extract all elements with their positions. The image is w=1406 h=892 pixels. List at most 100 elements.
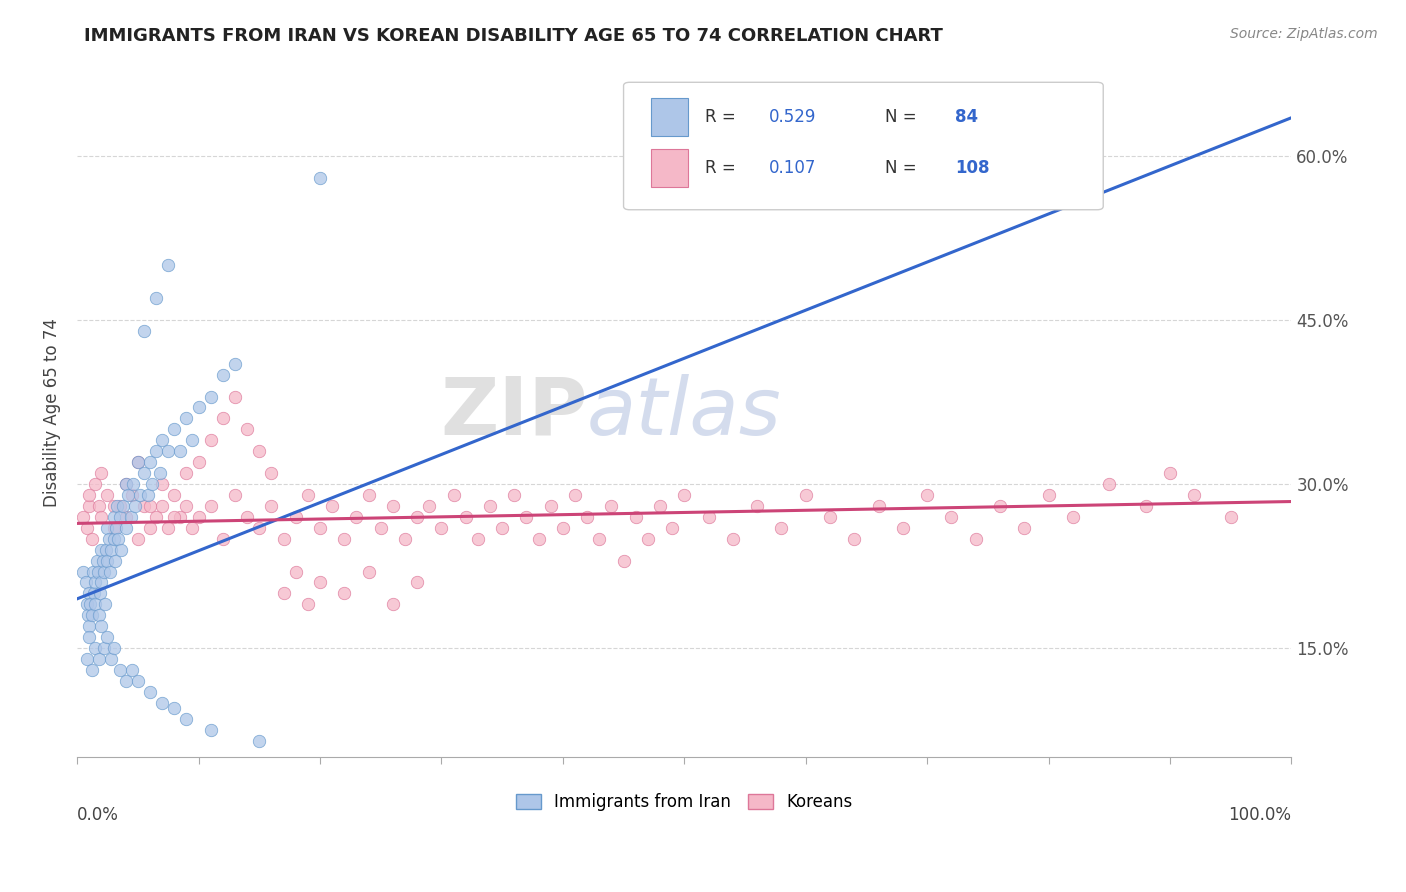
Point	[333, 532, 356, 546]
Point	[83, 586, 105, 600]
Point	[309, 575, 332, 590]
Point	[121, 663, 143, 677]
Point	[96, 542, 118, 557]
Text: 108: 108	[955, 160, 990, 178]
Y-axis label: Disability Age 65 to 74: Disability Age 65 to 74	[44, 318, 60, 508]
Text: N =: N =	[884, 108, 921, 126]
Point	[110, 542, 132, 557]
Point	[122, 477, 145, 491]
Point	[90, 619, 112, 633]
Point	[1038, 488, 1060, 502]
Point	[527, 532, 550, 546]
Point	[247, 734, 270, 748]
Point	[941, 509, 963, 524]
Point	[87, 652, 110, 666]
Point	[1062, 509, 1084, 524]
Point	[661, 521, 683, 535]
Point	[915, 488, 938, 502]
Point	[247, 521, 270, 535]
Point	[503, 488, 526, 502]
Point	[491, 521, 513, 535]
Point	[98, 565, 121, 579]
Point	[454, 509, 477, 524]
Point	[770, 521, 793, 535]
Point	[145, 444, 167, 458]
Text: N =: N =	[884, 160, 921, 178]
Point	[90, 509, 112, 524]
Point	[97, 532, 120, 546]
Point	[141, 477, 163, 491]
Point	[697, 509, 720, 524]
Point	[163, 488, 186, 502]
Point	[273, 586, 295, 600]
Point	[157, 444, 180, 458]
Point	[96, 630, 118, 644]
Point	[260, 499, 283, 513]
Point	[370, 521, 392, 535]
Point	[163, 422, 186, 436]
Point	[564, 488, 586, 502]
Point	[90, 542, 112, 557]
Point	[157, 258, 180, 272]
Point	[181, 434, 204, 448]
Point	[394, 532, 416, 546]
Point	[94, 597, 117, 611]
Point	[145, 291, 167, 305]
Point	[600, 499, 623, 513]
Legend: Immigrants from Iran, Koreans: Immigrants from Iran, Koreans	[509, 787, 859, 818]
Point	[163, 701, 186, 715]
Text: 100.0%: 100.0%	[1229, 805, 1292, 823]
Point	[169, 444, 191, 458]
Point	[576, 509, 599, 524]
Point	[104, 553, 127, 567]
Point	[224, 488, 246, 502]
Point	[80, 532, 103, 546]
Point	[965, 532, 987, 546]
Point	[139, 455, 162, 469]
Point	[103, 532, 125, 546]
Point	[344, 509, 367, 524]
Text: 84: 84	[955, 108, 979, 126]
Point	[467, 532, 489, 546]
Point	[75, 575, 97, 590]
Point	[260, 466, 283, 480]
Point	[89, 586, 111, 600]
Point	[200, 390, 222, 404]
Point	[181, 521, 204, 535]
Point	[236, 509, 259, 524]
Point	[93, 565, 115, 579]
Point	[112, 499, 135, 513]
Point	[100, 542, 122, 557]
Point	[107, 532, 129, 546]
Point	[443, 488, 465, 502]
Point	[150, 477, 173, 491]
Point	[124, 499, 146, 513]
Point	[120, 509, 142, 524]
Text: Source: ZipAtlas.com: Source: ZipAtlas.com	[1230, 27, 1378, 41]
Point	[145, 509, 167, 524]
Point	[157, 521, 180, 535]
FancyBboxPatch shape	[651, 150, 688, 187]
Point	[868, 499, 890, 513]
Text: IMMIGRANTS FROM IRAN VS KOREAN DISABILITY AGE 65 TO 74 CORRELATION CHART: IMMIGRANTS FROM IRAN VS KOREAN DISABILIT…	[84, 27, 943, 45]
Point	[76, 597, 98, 611]
Point	[200, 434, 222, 448]
Point	[90, 575, 112, 590]
Point	[114, 673, 136, 688]
Point	[588, 532, 610, 546]
Text: 0.0%: 0.0%	[77, 805, 120, 823]
Point	[818, 509, 841, 524]
Point	[84, 575, 107, 590]
Point	[139, 685, 162, 699]
Point	[224, 357, 246, 371]
Point	[86, 553, 108, 567]
Point	[121, 488, 143, 502]
Point	[132, 499, 155, 513]
Point	[794, 488, 817, 502]
Point	[1219, 509, 1241, 524]
Point	[127, 532, 149, 546]
Point	[406, 509, 429, 524]
Point	[77, 608, 100, 623]
Point	[478, 499, 501, 513]
Point	[637, 532, 659, 546]
